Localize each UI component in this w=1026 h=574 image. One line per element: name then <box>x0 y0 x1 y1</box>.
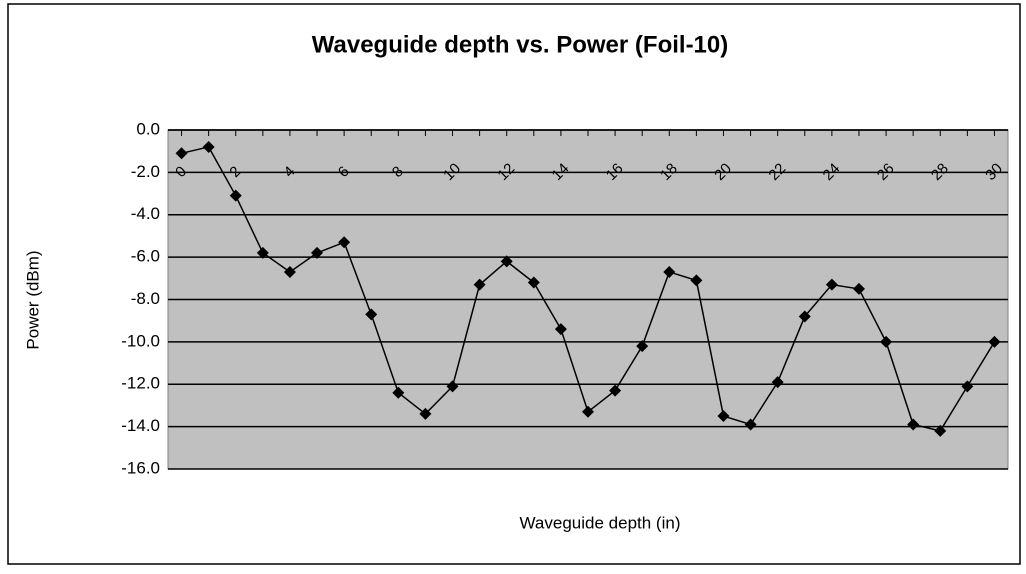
data-point <box>609 384 622 397</box>
data-point <box>880 335 893 348</box>
data-point <box>283 265 296 278</box>
data-point <box>636 340 649 353</box>
y-tick-label: 0.0 <box>136 119 160 138</box>
y-axis-label: Power (dBm) <box>23 250 42 349</box>
data-point <box>229 189 242 202</box>
data-point <box>202 140 215 153</box>
y-tick-label: -6.0 <box>131 247 160 266</box>
data-point <box>256 246 269 259</box>
data-point <box>717 410 730 423</box>
data-point <box>582 405 594 418</box>
data-point <box>392 386 405 399</box>
data-point <box>527 276 540 289</box>
y-tick-label: -14.0 <box>121 416 160 435</box>
y-tick-label: -4.0 <box>131 204 160 223</box>
data-point <box>825 278 838 291</box>
data-point <box>690 274 703 287</box>
data-point <box>365 308 378 321</box>
data-point <box>175 147 188 160</box>
data-point <box>744 418 757 431</box>
chart-title: Waveguide depth vs. Power (Foil-10) <box>312 31 729 58</box>
y-tick-label: -10.0 <box>121 331 160 350</box>
data-point <box>311 246 324 259</box>
y-tick-label: -12.0 <box>121 374 160 393</box>
data-point <box>338 236 351 249</box>
data-point <box>852 282 865 295</box>
data-point <box>473 278 486 291</box>
data-point <box>663 265 676 278</box>
data-point <box>798 310 811 323</box>
data-point <box>771 376 784 389</box>
data-point <box>446 380 459 393</box>
data-point <box>500 255 513 268</box>
data-point <box>988 335 1001 348</box>
data-point <box>554 323 567 336</box>
y-tick-label: -8.0 <box>131 289 160 308</box>
data-point <box>907 418 920 431</box>
y-tick-label: -16.0 <box>121 458 160 477</box>
data-point <box>961 380 974 393</box>
data-point <box>934 424 947 437</box>
x-axis-label: Waveguide depth (in) <box>520 513 681 532</box>
data-point <box>419 407 432 420</box>
y-tick-label: -2.0 <box>131 162 160 181</box>
